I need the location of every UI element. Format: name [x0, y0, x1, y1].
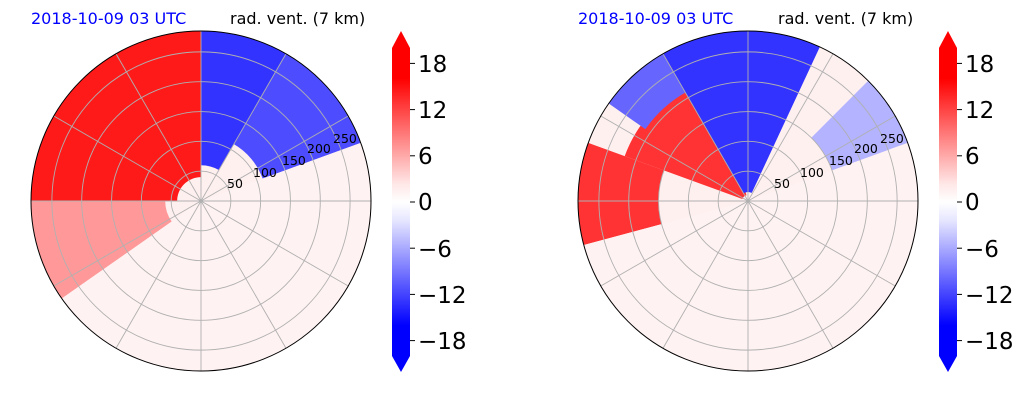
ring-label-150: 150 — [829, 153, 853, 168]
ring-label-50: 50 — [774, 176, 790, 191]
ring-label-250: 250 — [333, 131, 357, 146]
polar-plot: 50 100 150 200 250 — [30, 30, 372, 372]
field-region-1 — [31, 31, 201, 201]
chart-title: rad. vent. (7 km) — [230, 9, 365, 28]
azimuth-spoke-60 — [747, 115, 896, 202]
colorbar-tick-0: 0 — [418, 190, 433, 216]
colorbar-tick-neg18: −18 — [418, 329, 467, 355]
colorbar: 18 12 6 0 −6 −12 −18 — [392, 31, 467, 372]
azimuth-spoke-300 — [600, 115, 749, 202]
ring-label-50: 50 — [227, 176, 243, 191]
panel-2: 2018-10-09 03 UTC rad. vent. (7 km) 50 1… — [577, 9, 1014, 372]
ring-label-150: 150 — [282, 153, 306, 168]
colorbar-tick-12: 12 — [965, 98, 994, 124]
field-region-2 — [578, 142, 664, 245]
ring-label-200: 200 — [307, 141, 331, 156]
azimuth-spoke-30 — [747, 53, 834, 202]
colorbar-tick-18: 18 — [965, 52, 994, 78]
colorbar-tick-neg12: −12 — [965, 283, 1014, 309]
chart-title: rad. vent. (7 km) — [778, 9, 913, 28]
field-region-5 — [811, 80, 908, 171]
colorbar-tick-12: 12 — [418, 98, 447, 124]
colorbar-tick-neg6: −6 — [418, 237, 452, 263]
azimuth-spoke-330 — [115, 53, 202, 202]
field-region-5 — [61, 142, 371, 371]
azimuth-spoke-120 — [200, 200, 349, 287]
date-label: 2018-10-09 03 UTC — [31, 9, 186, 28]
panel-1: 2018-10-09 03 UTC rad. vent. (7 km) 50 1… — [30, 9, 467, 372]
ring-label-250: 250 — [880, 131, 904, 146]
azimuth-spoke-150 — [200, 200, 287, 349]
colorbar-body — [939, 48, 957, 356]
azimuth-spoke-210 — [115, 200, 202, 349]
plot-border — [577, 30, 919, 372]
azimuth-spoke-150 — [747, 200, 834, 349]
field-region-6 — [583, 142, 918, 371]
colorbar: 18 12 6 0 −6 −12 −18 — [939, 31, 1014, 372]
colorbar-tick-neg6: −6 — [965, 237, 999, 263]
colorbar-tick-18: 18 — [418, 52, 447, 78]
colorbar-tick-neg18: −18 — [965, 329, 1014, 355]
ring-label-100: 100 — [253, 165, 277, 180]
azimuth-spoke-240 — [600, 200, 749, 287]
colorbar-body — [392, 48, 410, 356]
colorbar-extend-low — [939, 356, 957, 372]
azimuth-spoke-30 — [200, 53, 287, 202]
azimuth-spoke-240 — [53, 200, 202, 287]
azimuth-spoke-60 — [200, 115, 349, 202]
colorbar-tick-0: 0 — [965, 190, 980, 216]
polar-plot: 50 100 150 200 250 — [577, 30, 919, 372]
ring-label-100: 100 — [800, 165, 824, 180]
date-label: 2018-10-09 03 UTC — [578, 9, 733, 28]
colorbar-tick-6: 6 — [965, 144, 980, 170]
colorbar-extend-high — [392, 31, 410, 48]
field-region-4 — [31, 201, 172, 299]
colorbar-tick-neg12: −12 — [418, 283, 467, 309]
field-region-3 — [233, 53, 361, 179]
plot-border — [30, 30, 372, 372]
ring-label-200: 200 — [854, 141, 878, 156]
colorbar-extend-high — [939, 31, 957, 48]
azimuth-spoke-330 — [662, 53, 749, 202]
azimuth-spoke-210 — [662, 200, 749, 349]
colorbar-tick-6: 6 — [418, 144, 433, 170]
azimuth-spoke-120 — [747, 200, 896, 287]
colorbar-extend-low — [392, 356, 410, 372]
azimuth-spoke-300 — [53, 115, 202, 202]
